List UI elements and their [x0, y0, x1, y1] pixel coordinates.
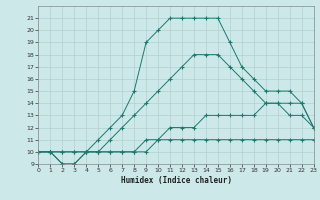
X-axis label: Humidex (Indice chaleur): Humidex (Indice chaleur): [121, 176, 231, 185]
